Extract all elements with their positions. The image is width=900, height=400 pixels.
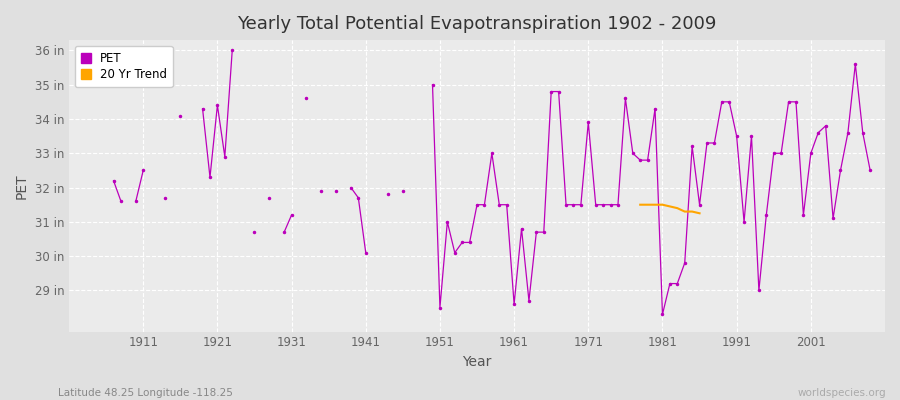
Text: Latitude 48.25 Longitude -118.25: Latitude 48.25 Longitude -118.25 (58, 388, 233, 398)
Text: worldspecies.org: worldspecies.org (798, 388, 886, 398)
Legend: PET, 20 Yr Trend: PET, 20 Yr Trend (75, 46, 173, 87)
Y-axis label: PET: PET (15, 173, 29, 199)
X-axis label: Year: Year (463, 355, 491, 369)
Title: Yearly Total Potential Evapotranspiration 1902 - 2009: Yearly Total Potential Evapotranspiratio… (238, 15, 716, 33)
